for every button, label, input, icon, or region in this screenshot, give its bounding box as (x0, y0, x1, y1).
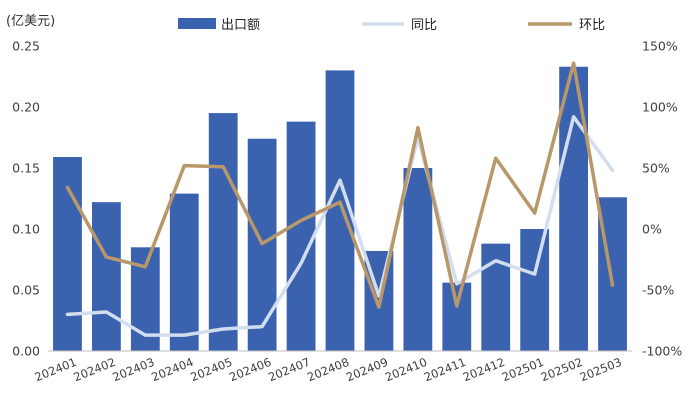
left-axis-unit-label: (亿美元) (6, 14, 55, 29)
x-axis-tick-label: 202401 (33, 355, 79, 384)
left-axis-tick-label: 0.25 (12, 39, 40, 54)
legend-label-yoy: 同比 (411, 18, 437, 33)
line-series-group (65, 61, 615, 337)
right-axis-tick-label: -50% (642, 283, 674, 298)
x-axis-tick-label: 202404 (149, 355, 195, 384)
x-axis-tick-label: 202412 (461, 355, 507, 384)
x-axis: 2024012024022024032024042024052024062024… (33, 355, 624, 384)
left-axis-tick-label: 0.05 (12, 283, 40, 298)
right-axis-tick-label: 50% (642, 161, 670, 176)
x-axis-tick-label: 202408 (305, 355, 351, 384)
bar-202405 (208, 113, 238, 351)
legend-label-mom: 环比 (579, 18, 605, 33)
x-axis-tick-label: 202411 (422, 355, 468, 384)
x-axis-tick-label: 202503 (578, 355, 624, 384)
left-axis-tick-label: 0.10 (12, 222, 40, 237)
left-axis: 0.00 0.05 0.10 0.15 0.20 0.25 (12, 39, 40, 359)
x-axis-tick-label: 202403 (111, 355, 157, 384)
x-axis-tick-label: 202502 (539, 355, 585, 384)
legend: 出口额 同比 环比 (178, 18, 605, 33)
right-axis-tick-label: -100% (642, 344, 682, 359)
left-axis-tick-label: 0.15 (12, 161, 40, 176)
x-axis-tick-label: 202406 (227, 355, 273, 384)
x-axis-tick-label: 202405 (188, 355, 234, 384)
right-axis-tick-label: 0% (642, 222, 662, 237)
right-axis-tick-label: 150% (642, 39, 678, 54)
line-series-yoy (65, 115, 615, 337)
bar-202404 (169, 193, 199, 351)
x-axis-tick-label: 202402 (72, 355, 118, 384)
legend-item-yoy: 同比 (362, 18, 437, 33)
bar-202502 (559, 66, 589, 352)
right-axis-tick-label: 100% (642, 100, 678, 115)
legend-item-mom: 环比 (528, 18, 605, 33)
x-axis-tick-label: 202409 (344, 355, 390, 384)
legend-swatch-export (178, 18, 216, 29)
x-axis-tick-label: 202501 (500, 355, 546, 384)
x-axis-tick-label: 202410 (383, 355, 429, 384)
left-axis-tick-label: 0.20 (12, 100, 40, 115)
bar-202402 (91, 202, 121, 351)
legend-item-export: 出口额 (178, 18, 260, 33)
x-axis-tick-label: 202407 (266, 355, 312, 384)
right-axis: -100% -50% 0% 50% 100% 150% (642, 39, 682, 359)
left-axis-tick-label: 0.00 (12, 344, 40, 359)
bar-202411 (442, 282, 472, 351)
bar-series-export (53, 66, 627, 352)
bar-202410 (403, 168, 433, 351)
bar-202407 (286, 121, 316, 351)
bar-202501 (520, 229, 550, 351)
line-series-mom (65, 61, 615, 309)
legend-label-export: 出口额 (221, 18, 260, 33)
